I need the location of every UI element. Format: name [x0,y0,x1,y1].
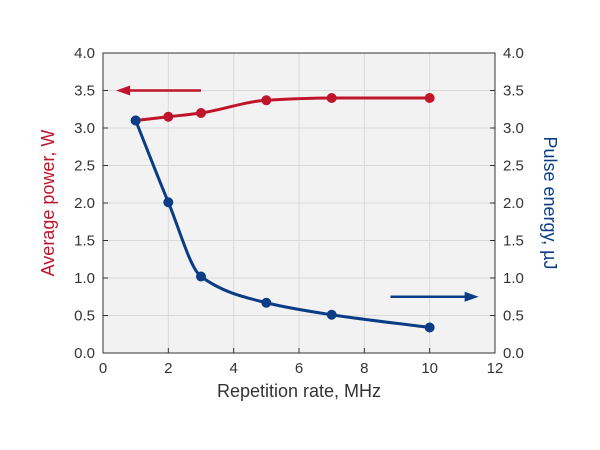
data-point [163,197,174,208]
x-tick-label: 8 [360,360,368,377]
y-left-tick-label: 0.5 [74,308,95,325]
x-axis: 0 2 4 6 8 10 12 [99,348,504,377]
series-line [134,119,432,329]
y-right-tick-label: 3.5 [503,83,524,100]
x-tick-label: 6 [295,360,303,377]
data-point [261,95,272,106]
series-layer [116,85,479,333]
data-point [196,108,206,118]
data-point [424,93,435,103]
data-point [130,115,141,126]
data-point [261,297,272,308]
y-left-tick-label: 2.5 [74,158,95,175]
series-average-power [116,85,435,126]
data-point [326,93,337,103]
y-right-tick-label: 4.0 [503,45,524,62]
y-left-tick-label: 4.0 [74,45,95,62]
data-point [196,271,206,282]
y-right-tick-label: 2.0 [503,195,524,212]
data-point [424,322,435,333]
y-right-tick-label: 2.5 [503,158,524,175]
axis-indicator-arrow [390,291,479,302]
y-axis-left-title: Average power, W [38,130,58,277]
y-left-tick-label: 1.0 [74,270,95,287]
y-left-tick-label: 3.0 [74,120,95,137]
y-left-tick-label: 0.0 [74,345,95,362]
y-axis-right: 0.0 0.5 1.0 1.5 2.0 2.5 3.0 3.5 4.0 [490,45,524,362]
axis-indicator-arrow [116,85,201,96]
data-point [163,111,174,122]
y-left-tick-label: 2.0 [74,195,95,212]
y-right-tick-label: 1.5 [503,233,524,250]
x-tick-label: 10 [421,360,438,377]
y-right-tick-label: 1.0 [503,270,524,287]
y-left-tick-label: 1.5 [74,233,95,250]
y-right-tick-label: 0.5 [503,308,524,325]
data-point [326,309,337,320]
y-axis-right-title: Pulse energy, µJ [540,136,560,269]
x-tick-label: 0 [99,360,107,377]
y-right-tick-label: 0.0 [503,345,524,362]
x-tick-label: 4 [229,360,237,377]
y-left-tick-label: 3.5 [74,83,95,100]
x-axis-title: Repetition rate, MHz [217,381,381,401]
y-right-tick-label: 3.0 [503,120,524,137]
x-tick-label: 2 [164,360,172,377]
series-pulse-energy [130,115,479,333]
y-axis-left: 0.0 0.5 1.0 1.5 2.0 2.5 3.0 3.5 4.0 [74,45,108,362]
x-tick-label: 12 [487,360,504,377]
